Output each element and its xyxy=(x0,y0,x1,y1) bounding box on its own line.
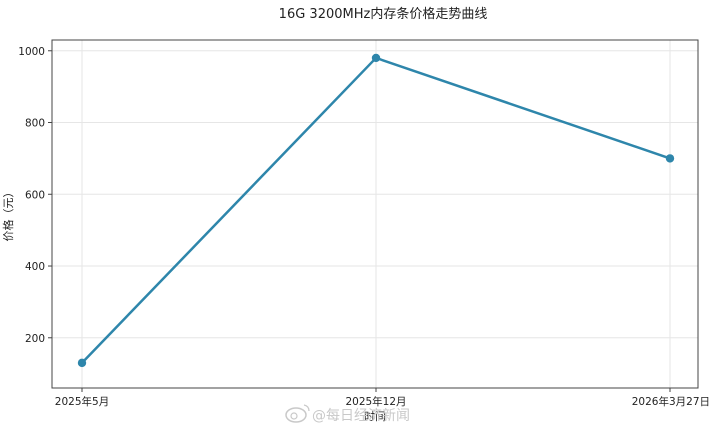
series-group xyxy=(77,53,675,368)
y-tick-label: 200 xyxy=(25,333,45,345)
weibo-icon xyxy=(285,404,310,423)
y-tick-label: 800 xyxy=(25,118,45,130)
watermark-text: @每日经济新闻 xyxy=(312,408,410,424)
x-axis-label: 时间 xyxy=(364,410,386,423)
grid xyxy=(52,40,698,388)
x-tick-label: 2026年3月27日 xyxy=(632,395,710,408)
watermark: @每日经济新闻 xyxy=(285,404,410,424)
data-point xyxy=(371,53,381,63)
y-tick-label: 1000 xyxy=(18,46,45,58)
plot-frame xyxy=(51,39,699,389)
y-axis: 200 400 600 800 1000 xyxy=(18,46,52,345)
y-tick-label: 600 xyxy=(25,189,45,201)
data-point xyxy=(665,154,675,163)
x-axis: 2025年5月 2025年12月 2026年3月27日 xyxy=(55,388,710,408)
x-tick-label: 2025年5月 xyxy=(55,395,109,408)
chart-title: 16G 3200MHz内存条价格走势曲线 xyxy=(279,6,488,22)
data-point xyxy=(77,358,87,368)
y-axis-label: 价格（元） xyxy=(1,187,15,242)
y-tick-label: 400 xyxy=(25,261,45,273)
x-tick-label: 2025年12月 xyxy=(345,395,406,408)
